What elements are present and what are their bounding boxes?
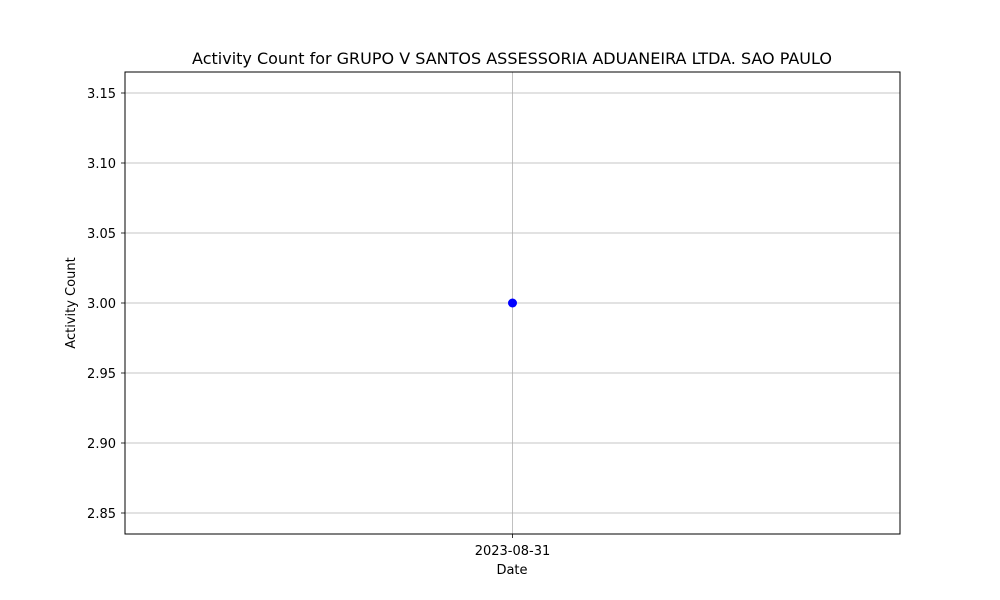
grid	[125, 72, 900, 534]
y-axis-label: Activity Count	[64, 257, 79, 348]
x-axis-label: Date	[496, 563, 527, 578]
y-tick-label: 2.85	[87, 507, 116, 522]
y-tick-label: 2.90	[87, 437, 116, 452]
x-tick-label: 2023-08-31	[475, 544, 551, 559]
y-tick-label: 3.15	[87, 87, 116, 102]
y-tick-label: 3.05	[87, 227, 116, 242]
y-tick-label: 3.10	[87, 157, 116, 172]
data-point	[508, 298, 517, 308]
axis-ticks: 2.85 2.90 2.95 3.00 3.05 3.10 3.15 2023-08-31	[87, 87, 550, 559]
y-tick-label: 3.00	[87, 297, 116, 312]
chart-title: Activity Count for GRUPO V SANTOS ASSESS…	[192, 49, 832, 68]
data-series	[508, 298, 517, 308]
y-tick-label: 2.95	[87, 367, 116, 382]
